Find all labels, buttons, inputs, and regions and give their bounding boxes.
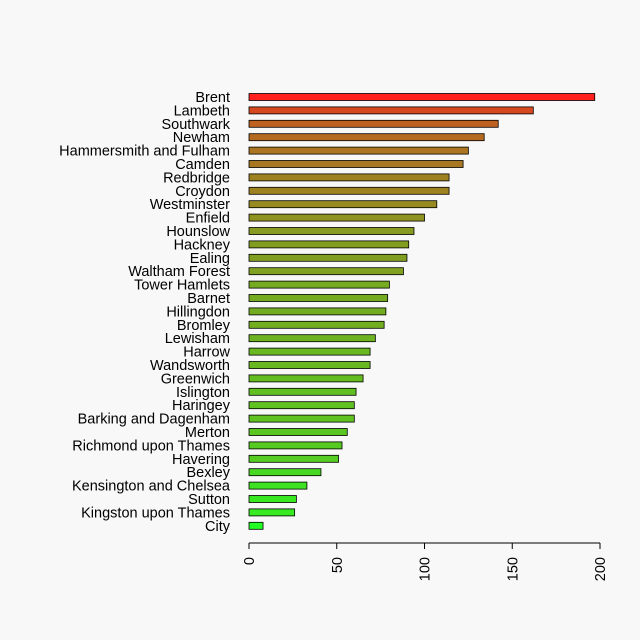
bar-hillingdon: [248, 307, 387, 316]
bar-waltham-forest: [248, 267, 404, 276]
category-label: Barking and Dagenham: [78, 412, 230, 428]
bar-haringey: [248, 401, 355, 410]
category-label: Redbridge: [163, 170, 230, 186]
bar-hackney: [248, 240, 410, 249]
bar-southwark: [248, 119, 499, 128]
category-label: Waltham Forest: [128, 264, 230, 280]
x-tick-label: 150: [505, 557, 521, 581]
bar-wandsworth: [248, 361, 371, 369]
bar-city: [248, 521, 264, 530]
category-label: Bexley: [186, 465, 230, 481]
category-label: Kingston upon Thames: [81, 505, 230, 521]
bar-camden: [248, 160, 464, 168]
x-tick-label: 200: [593, 557, 609, 581]
bar-bromley: [248, 320, 385, 329]
x-tick-label: 50: [330, 557, 346, 573]
bar-redbridge: [248, 173, 450, 182]
category-label: Sutton: [188, 492, 230, 508]
category-label: Westminster: [150, 197, 230, 213]
bar-newham: [248, 133, 485, 142]
bar-kingston-upon-thames: [248, 508, 296, 517]
category-label: Hackney: [174, 237, 231, 253]
bar-croydon: [248, 186, 450, 195]
category-label: Richmond upon Thames: [72, 438, 230, 454]
category-label: Islington: [176, 385, 230, 401]
category-label: Camden: [175, 157, 230, 173]
category-label: Hillingdon: [166, 304, 230, 320]
bar-harrow: [248, 347, 371, 356]
category-label: Kensington and Chelsea: [72, 479, 231, 495]
bar-lambeth: [248, 106, 534, 115]
bar-enfield: [248, 213, 425, 222]
bar-bexley: [248, 468, 322, 477]
bar-barking-and-dagenham: [248, 414, 355, 423]
bar-richmond-upon-thames: [248, 441, 343, 450]
category-label: Lewisham: [165, 331, 230, 347]
bar-barnet: [248, 294, 389, 302]
bar-lewisham: [248, 334, 376, 343]
category-label: Southwark: [161, 117, 230, 133]
category-label: Merton: [185, 425, 230, 441]
category-label: Bromley: [177, 318, 231, 334]
bar-ealing: [248, 253, 408, 262]
bar-greenwich: [248, 374, 364, 383]
bar-hounslow: [248, 227, 415, 235]
category-label: Havering: [172, 452, 230, 468]
bar-westminster: [248, 200, 438, 209]
category-label: Hammersmith and Fulham: [59, 144, 230, 160]
category-label: Hounslow: [166, 224, 230, 240]
category-label: Haringey: [172, 398, 231, 414]
bar-hammersmith-and-fulham: [248, 146, 469, 155]
bar-havering: [248, 454, 339, 463]
category-label: Ealing: [190, 251, 230, 267]
category-label: Wandsworth: [150, 358, 230, 374]
category-label: Tower Hamlets: [134, 278, 230, 294]
bar-tower-hamlets: [248, 280, 390, 289]
x-tick-label: 0: [242, 557, 258, 565]
bar-sutton: [248, 495, 297, 503]
category-label: Barnet: [187, 291, 230, 307]
category-label: Lambeth: [174, 103, 230, 119]
bar-merton: [248, 428, 348, 436]
category-label: Croydon: [175, 184, 230, 200]
category-label: Newham: [173, 130, 230, 146]
category-label: Brent: [195, 90, 230, 106]
x-tick-label: 100: [418, 557, 434, 581]
category-label: City: [205, 519, 231, 535]
bars-group: [248, 93, 596, 530]
bar-kensington-and-chelsea: [248, 481, 308, 490]
category-label: Enfield: [186, 211, 230, 227]
category-label: Greenwich: [161, 371, 230, 387]
category-label: Harrow: [183, 345, 230, 361]
bar-islington: [248, 387, 357, 396]
x-axis: 0 50 100 150 200: [242, 542, 609, 581]
bar-brent: [248, 93, 596, 101]
